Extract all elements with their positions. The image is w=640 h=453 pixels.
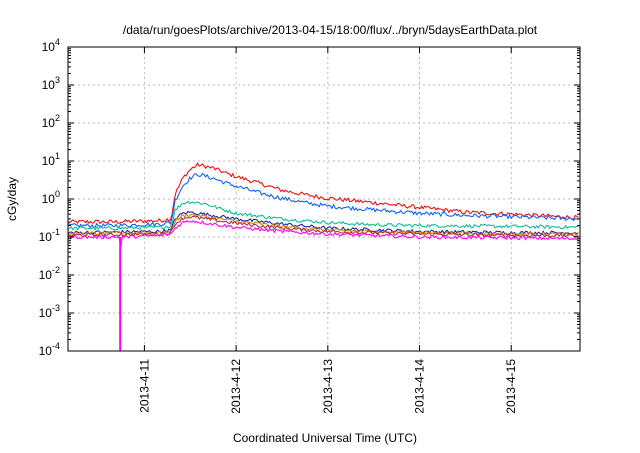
y-tick-exponent: 2 xyxy=(55,113,60,123)
x-tick-label: 2013-4-12 xyxy=(229,359,243,414)
series-line xyxy=(67,220,579,248)
series-line xyxy=(67,213,579,237)
series-group xyxy=(67,162,579,351)
y-tick-exponent: -2 xyxy=(52,265,60,275)
series-line xyxy=(67,200,579,231)
y-tick-exponent: 3 xyxy=(55,75,60,85)
y-tick-exponent: -4 xyxy=(52,341,60,351)
y-tick-exponent: 0 xyxy=(55,189,60,199)
y-tick-exponent: 1 xyxy=(55,151,60,161)
y-axis-label: cGy/day xyxy=(5,177,19,221)
y-tick-exponent: -1 xyxy=(52,227,60,237)
x-tick-label: 2013-4-11 xyxy=(137,359,151,413)
x-tick-label: 2013-4-15 xyxy=(504,359,518,414)
series-line xyxy=(67,162,579,225)
series-line xyxy=(67,173,579,229)
x-tick-label: 2013-4-14 xyxy=(413,359,427,414)
x-tick-label: 2013-4-13 xyxy=(321,359,335,414)
gridlines xyxy=(68,47,580,351)
x-axis-label: Coordinated Universal Time (UTC) xyxy=(233,431,417,445)
y-tick-exponent: 4 xyxy=(55,37,60,47)
y-tick-exponent: -3 xyxy=(52,303,60,313)
chart-title: /data/run/goesPlots/archive/2013-04-15/1… xyxy=(123,23,538,37)
